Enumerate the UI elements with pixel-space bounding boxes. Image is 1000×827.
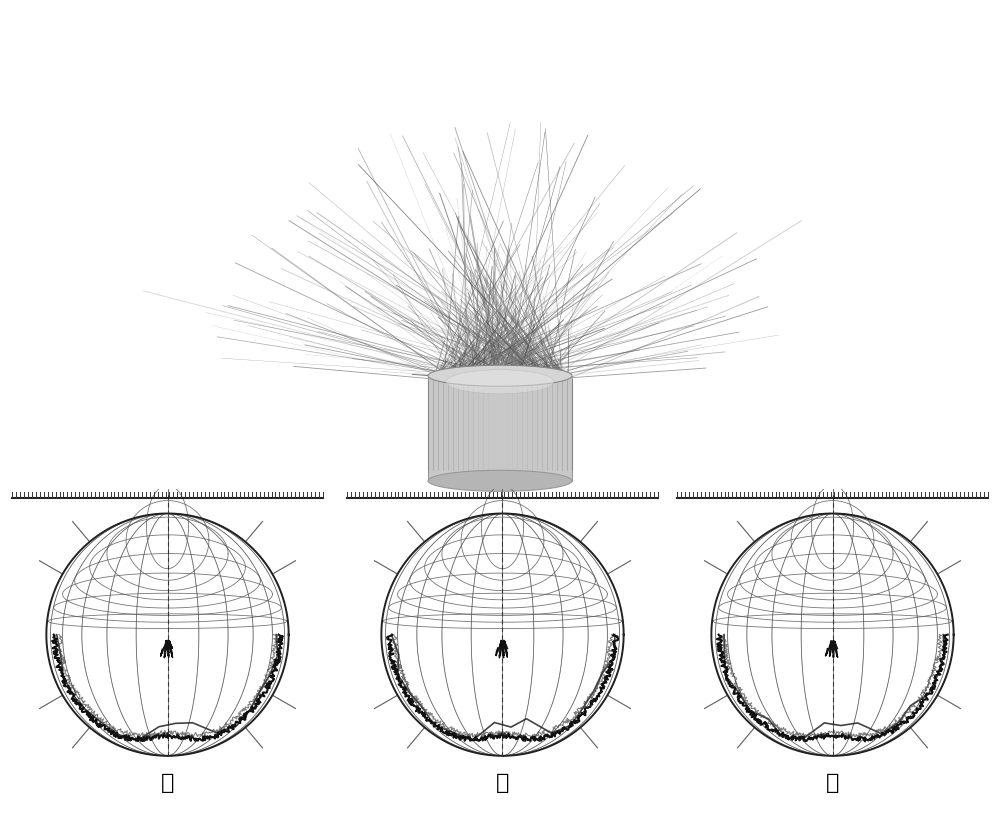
Text: 红: 红: [161, 772, 174, 792]
Ellipse shape: [428, 366, 572, 387]
Text: 蓝: 蓝: [826, 772, 839, 792]
Polygon shape: [12, 495, 323, 790]
Polygon shape: [428, 376, 572, 481]
Ellipse shape: [446, 370, 554, 394]
Polygon shape: [677, 495, 988, 790]
Text: 绿: 绿: [496, 772, 509, 792]
Polygon shape: [347, 495, 658, 790]
Ellipse shape: [428, 471, 572, 492]
